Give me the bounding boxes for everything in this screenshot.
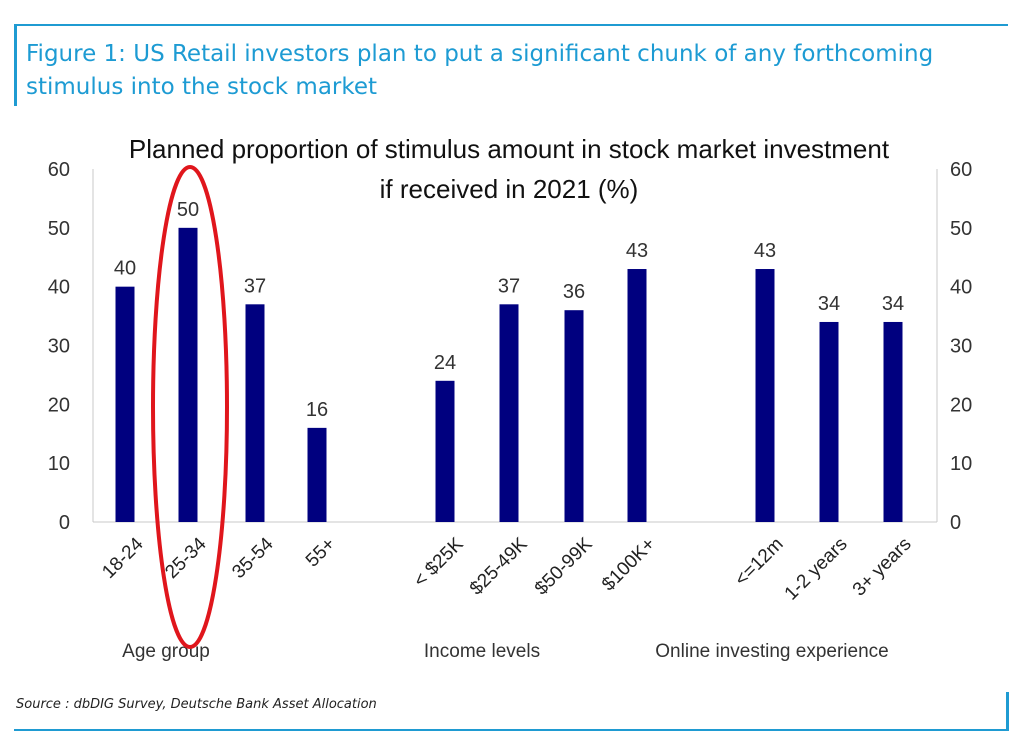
data-label: 37 — [244, 275, 266, 297]
y-tick-label-left: 60 — [48, 159, 70, 181]
bar — [883, 321, 903, 522]
figure-title: Figure 1: US Retail investors plan to pu… — [26, 41, 934, 100]
data-label: 34 — [818, 293, 840, 315]
x-category-label: 35-54 — [228, 533, 278, 583]
data-label: 50 — [177, 199, 199, 221]
y-tick-label-right: 10 — [950, 453, 972, 475]
data-label: 24 — [434, 352, 456, 374]
bar — [819, 321, 839, 522]
y-tick-label-right: 0 — [950, 512, 961, 534]
title-accent-bar — [14, 24, 17, 106]
y-tick-label-left: 0 — [59, 512, 70, 534]
x-category-label: $25-49K — [466, 534, 532, 600]
bar — [115, 286, 135, 522]
bar — [499, 304, 519, 522]
y-tick-label-left: 50 — [48, 218, 70, 240]
y-tick-label-left: 10 — [48, 453, 70, 475]
y-tick-label-left: 20 — [48, 394, 70, 416]
x-category-label: $100K+ — [598, 534, 660, 596]
x-category-label: 25-34 — [161, 533, 211, 583]
data-label: 37 — [498, 275, 520, 297]
y-tick-label-right: 30 — [950, 336, 972, 358]
top-rule — [14, 24, 1008, 26]
data-label: 43 — [626, 240, 648, 262]
y-tick-label-right: 40 — [950, 277, 972, 299]
data-label: 40 — [114, 258, 136, 280]
bar — [178, 227, 198, 523]
bar — [627, 269, 647, 522]
chart-title-line-2: if received in 2021 (%) — [380, 174, 639, 204]
x-category-label: $50-99K — [531, 534, 597, 600]
data-label: 36 — [563, 281, 585, 303]
data-label: 43 — [754, 240, 776, 262]
bar — [755, 269, 775, 522]
y-tick-label-right: 60 — [950, 159, 972, 181]
x-category-label: < $25K — [410, 534, 468, 592]
y-tick-label-right: 50 — [950, 218, 972, 240]
y-tick-label-left: 30 — [48, 336, 70, 358]
x-category-label: 18-24 — [98, 533, 148, 583]
bottom-accent-bar — [1006, 692, 1009, 731]
chart-title-line-1: Planned proportion of stimulus amount in… — [129, 134, 890, 164]
y-tick-label-left: 40 — [48, 277, 70, 299]
bar — [435, 380, 455, 522]
x-category-label: <=12m — [731, 534, 788, 591]
bar — [307, 427, 327, 522]
highlight-ellipse — [151, 165, 229, 649]
y-tick-label-right: 20 — [950, 394, 972, 416]
x-category-label: 1-2 years — [781, 534, 852, 605]
group-label: Income levels — [424, 641, 540, 662]
group-label: Online investing experience — [655, 641, 888, 662]
bar — [564, 310, 584, 522]
x-category-label: 3+ years — [849, 534, 916, 601]
bar — [245, 304, 265, 522]
bar-chart: Planned proportion of stimulus amount in… — [48, 134, 973, 662]
data-label: 34 — [882, 293, 904, 315]
x-category-label: 55+ — [302, 534, 340, 572]
data-label: 16 — [306, 399, 328, 421]
source-note: Source : dbDIG Survey, Deutsche Bank Ass… — [16, 697, 377, 712]
bottom-rule — [14, 729, 1009, 731]
